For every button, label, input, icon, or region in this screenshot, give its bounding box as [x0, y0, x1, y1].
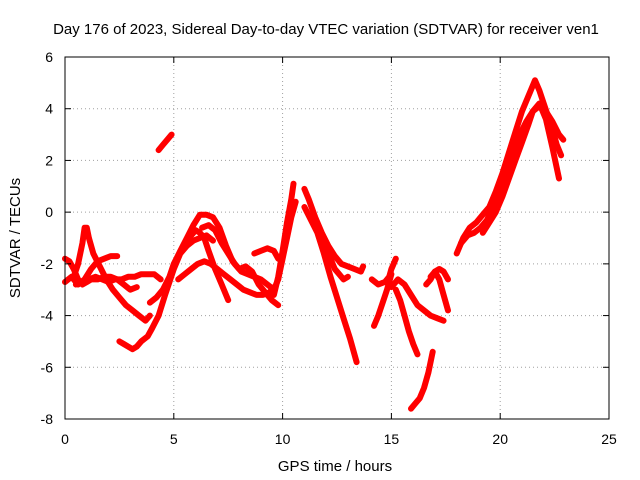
y-tick-label: 6 — [45, 49, 53, 65]
axis-ticks: 0 5 10 15 20 25 -8 -6 -4 -2 0 2 4 6 — [41, 49, 617, 447]
data-series-prn-y — [458, 103, 567, 247]
x-tick-label: 15 — [384, 431, 400, 447]
plot-frame — [64, 56, 610, 420]
data-series-prn-d — [72, 271, 164, 288]
data-series-prn-c — [70, 224, 153, 324]
data-series-prn-f — [155, 131, 175, 154]
y-tick-label: -8 — [41, 411, 54, 427]
data-series-prn-p — [312, 224, 351, 283]
data-series-prn-k — [251, 245, 282, 262]
data-series-prn-m — [275, 198, 299, 283]
x-tick-label: 5 — [170, 431, 178, 447]
grid — [65, 57, 609, 419]
data-series-prn-o — [301, 204, 360, 366]
y-tick-label: -4 — [41, 308, 54, 324]
data-series-prn-n — [301, 185, 367, 275]
data-series-prn-e — [116, 232, 216, 353]
y-axis-label: SDTVAR / TECUs — [7, 178, 24, 298]
y-tick-label: 0 — [45, 204, 53, 220]
y-tick-label: 4 — [45, 101, 53, 117]
x-tick-label: 25 — [601, 431, 617, 447]
data-series-prn-r — [371, 271, 395, 329]
data-series-prn-w — [427, 266, 451, 283]
data-series-prn-s — [388, 276, 447, 324]
data-series-prn-j — [199, 222, 282, 293]
data-series-prn-i — [183, 227, 232, 304]
x-axis-label: GPS time / hours — [278, 458, 392, 475]
y-tick-label: 2 — [45, 152, 53, 168]
data-series-group — [62, 77, 567, 412]
x-tick-label: 0 — [61, 431, 69, 447]
data-series-prn-v — [423, 268, 451, 314]
data-series-prn-h — [175, 258, 277, 298]
data-series-prn-z — [479, 100, 562, 236]
y-tick-label: -2 — [41, 256, 54, 272]
y-tick-label: -6 — [41, 359, 54, 375]
data-series-prn-t — [392, 286, 421, 358]
data-series-prn-u — [408, 348, 436, 412]
x-tick-label: 20 — [492, 431, 508, 447]
chart-title: Day 176 of 2023, Sidereal Day-to-day VTE… — [53, 21, 599, 38]
x-tick-label: 10 — [275, 431, 291, 447]
